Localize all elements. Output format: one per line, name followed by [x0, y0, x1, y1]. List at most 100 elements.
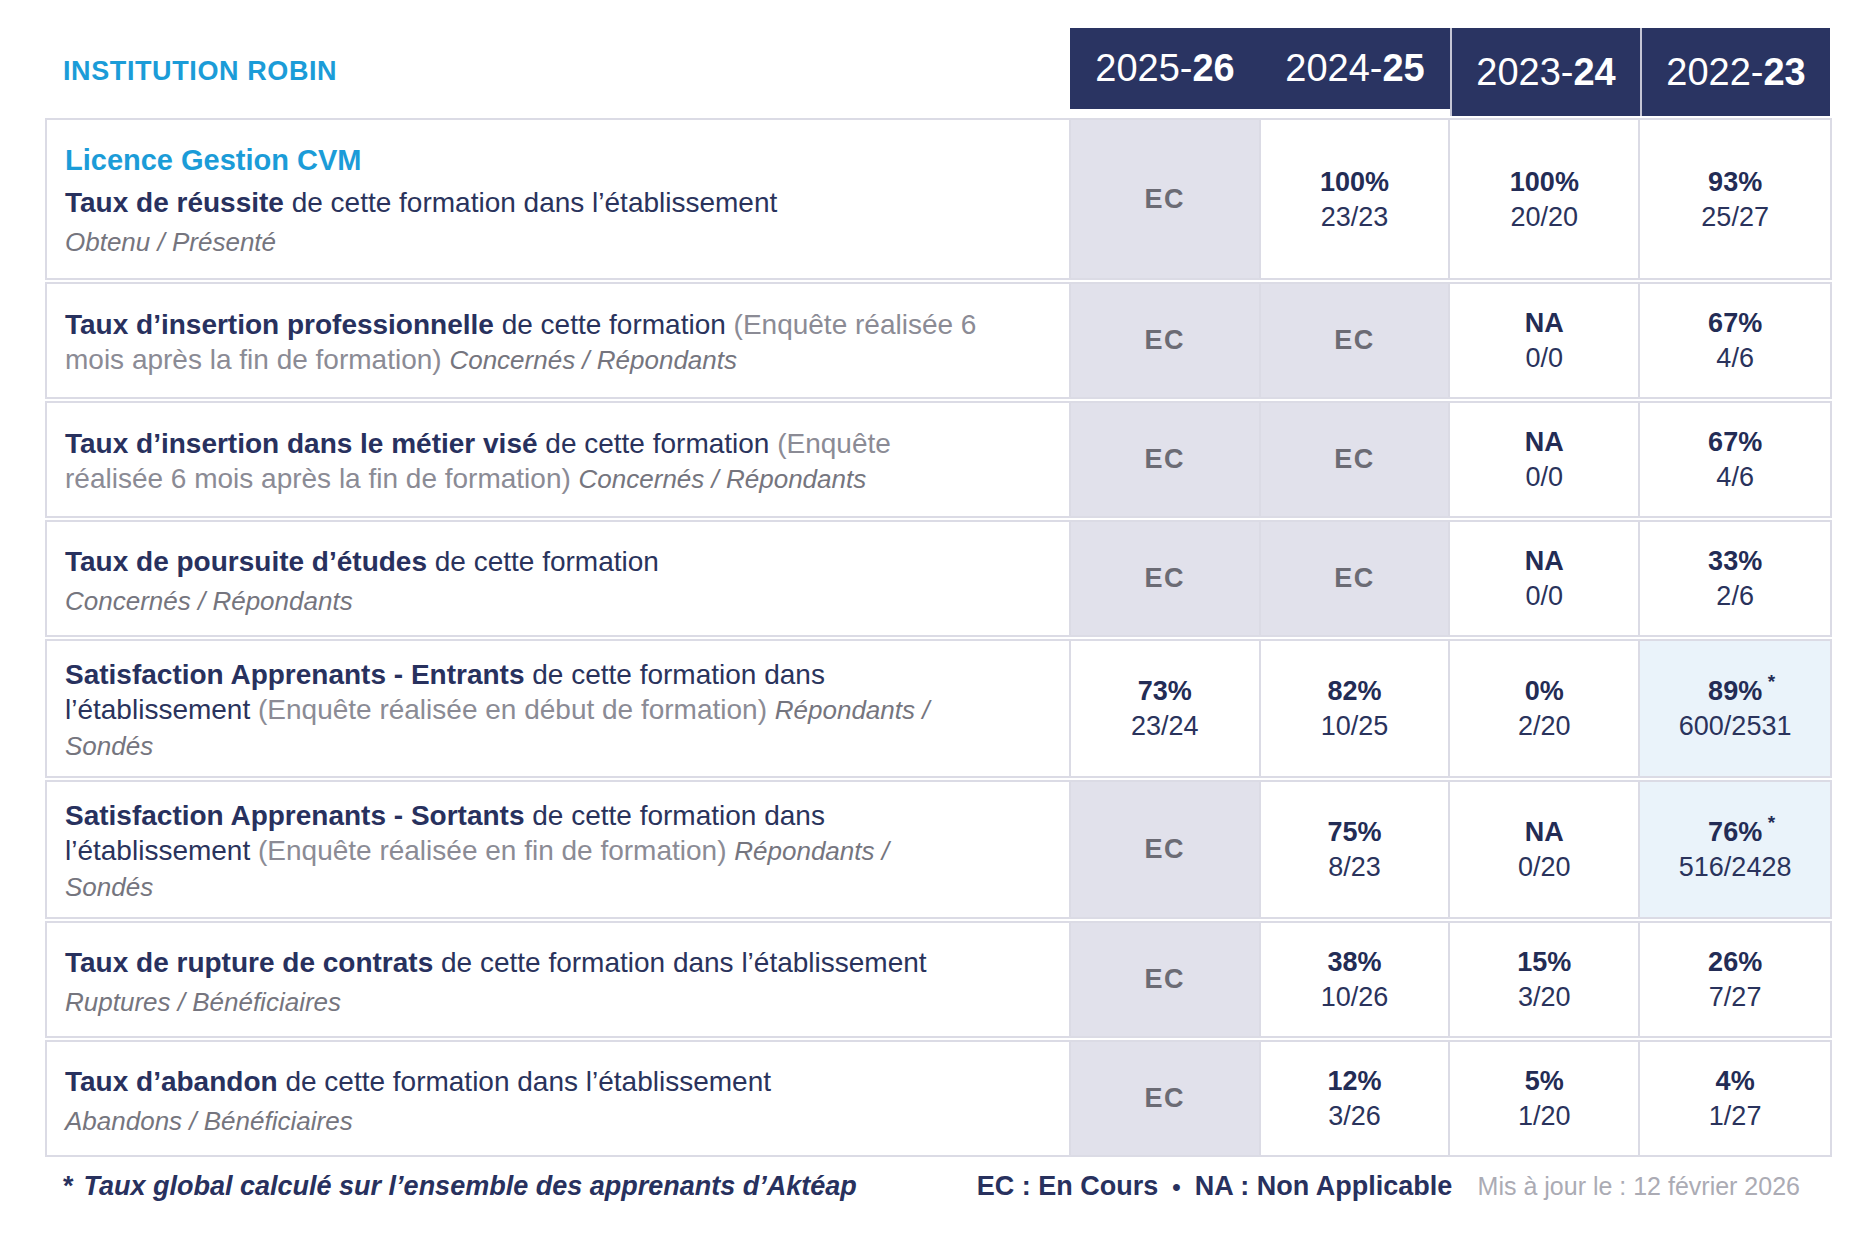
value-detail: 3/26: [1328, 1101, 1381, 1131]
value-detail: 1/27: [1709, 1101, 1762, 1131]
value-main: EC: [1145, 834, 1186, 865]
metric-label: Satisfaction Apprenants - Sortants de ce…: [47, 782, 1071, 917]
value-main: 67%: [1708, 308, 1762, 338]
metric-title: Taux d’insertion dans le métier visé: [65, 428, 538, 459]
value-cell-2022-23: 33%2/6: [1640, 522, 1830, 635]
value-main: EC: [1145, 325, 1186, 356]
metric-sublabel: Obtenu / Présenté: [65, 226, 979, 258]
value-detail: 25/27: [1701, 202, 1769, 232]
value-main: 4%: [1716, 1066, 1755, 1096]
value-main: NA: [1525, 817, 1564, 847]
institution-name: INSTITUTION ROBIN: [45, 56, 337, 87]
metric-sublabel: Concernés / Répondants: [579, 464, 867, 494]
value-cell-2023-24: NA 0/20: [1450, 782, 1640, 917]
metric-label: Satisfaction Apprenants - Entrants de ce…: [47, 641, 1071, 776]
value-detail: 8/23: [1328, 852, 1381, 882]
value-detail: 23/24: [1131, 711, 1199, 741]
value-main: EC: [1334, 444, 1375, 475]
value-cell-2024-25: 100% 23/23: [1261, 120, 1451, 278]
value-detail: 0/0: [1526, 462, 1564, 492]
value-cell-2024-25: 38%10/26: [1261, 923, 1451, 1036]
value-cell-2022-23: 4% 1/27: [1640, 1042, 1830, 1155]
metric-title: Taux de rupture de contrats: [65, 947, 433, 978]
metric-title: Taux de poursuite d’études: [65, 546, 427, 577]
value-main: 15%: [1517, 947, 1571, 977]
value-detail: 0/20: [1518, 852, 1571, 882]
value-cell-2022-23: 89%*600/2531: [1640, 641, 1830, 776]
year-prefix: 2022-: [1666, 51, 1763, 94]
results-sheet: INSTITUTION ROBIN 2025-26 2024-25 2023-2…: [0, 0, 1832, 1250]
metric-row-taux-reussite: Licence Gestion CVM Taux de réussite de …: [45, 118, 1832, 280]
metric-note: (Enquête réalisée en début de formation): [258, 694, 775, 725]
value-detail: 4/6: [1716, 462, 1754, 492]
metric-label: Taux de poursuite d’études de cette form…: [47, 522, 1071, 635]
value-main: 76%*: [1708, 817, 1762, 847]
metric-text: Taux de poursuite d’études de cette form…: [65, 544, 979, 579]
value-main: EC: [1145, 964, 1186, 995]
value-detail: 23/23: [1321, 202, 1389, 232]
value-cell-2022-23: 76%*516/2428: [1640, 782, 1830, 917]
metric-label: Taux d’abandon de cette formation dans l…: [47, 1042, 1071, 1155]
value-main: 100%: [1320, 167, 1389, 197]
metric-desc: de cette formation: [538, 428, 778, 459]
year-header-2024-25: 2024-25: [1260, 28, 1450, 109]
footnote-text: Taux global calculé sur l’ensemble des a…: [84, 1171, 857, 1201]
metric-desc: de cette formation dans l’établissement: [433, 947, 926, 978]
bullet-separator: •: [1172, 1173, 1180, 1200]
year-header-2025-26: 2025-26: [1070, 28, 1260, 109]
value-main: 100%: [1510, 167, 1579, 197]
abbreviation-legend: EC : En Cours•NA : Non Applicable: [977, 1171, 1452, 1202]
value-cell-2023-24: NA 0/0: [1450, 522, 1640, 635]
legend-na: NA : Non Applicable: [1195, 1171, 1453, 1201]
metric-title: Satisfaction Apprenants - Sortants: [65, 800, 524, 831]
year-prefix: 2023-: [1476, 51, 1573, 94]
metric-row-insertion-metier-vise: Taux d’insertion dans le métier visé de …: [45, 401, 1832, 518]
metric-desc: de cette formation dans l’établissement: [284, 187, 777, 218]
value-main: EC: [1334, 563, 1375, 594]
footnote: * Taux global calculé sur l’ensemble des …: [63, 1171, 857, 1202]
value-cell-2023-24: 100% 20/20: [1450, 120, 1640, 278]
last-updated: Mis à jour le : 12 février 2026: [1478, 1172, 1800, 1201]
value-detail: 7/27: [1709, 982, 1762, 1012]
value-cell-2025-26: EC: [1071, 522, 1261, 635]
year-prefix: 2025-: [1095, 47, 1192, 90]
year-suffix: 26: [1192, 47, 1234, 90]
value-main: 93%: [1708, 167, 1762, 197]
metric-text: Taux d’abandon de cette formation dans l…: [65, 1064, 979, 1099]
value-cell-2022-23: 67%4/6: [1640, 403, 1830, 516]
year-header-2023-24: 2023-24: [1450, 28, 1640, 116]
value-main: NA: [1525, 546, 1564, 576]
metric-row-poursuite-etudes: Taux de poursuite d’études de cette form…: [45, 520, 1832, 637]
value-main: EC: [1145, 184, 1186, 215]
value-detail: 0/0: [1526, 581, 1564, 611]
metric-text: Satisfaction Apprenants - Sortants de ce…: [65, 798, 979, 905]
metric-title: Taux de réussite: [65, 187, 284, 218]
year-suffix: 23: [1763, 51, 1805, 94]
footer-legend-row: * Taux global calculé sur l’ensemble des …: [45, 1171, 1832, 1202]
value-cell-2025-26: EC: [1071, 403, 1261, 516]
value-cell-2022-23: 26%7/27: [1640, 923, 1830, 1036]
value-detail: 600/2531: [1679, 711, 1792, 741]
year-prefix: 2024-: [1285, 47, 1382, 90]
value-main: 33%: [1708, 546, 1762, 576]
value-detail: 0/0: [1526, 343, 1564, 373]
value-cell-2025-26: EC: [1071, 284, 1261, 397]
year-header-2022-23: 2022-23: [1640, 28, 1830, 116]
metric-row-insertion-professionnelle: Taux d’insertion professionnelle de cett…: [45, 282, 1832, 399]
value-cell-2025-26: EC: [1071, 120, 1261, 278]
metric-label: Taux d’insertion professionnelle de cett…: [47, 284, 1071, 397]
value-cell-2024-25: EC: [1261, 522, 1451, 635]
footnote-marker: *: [1768, 667, 1775, 697]
value-main: 75%: [1328, 817, 1382, 847]
metric-text: Taux d’insertion professionnelle de cett…: [65, 307, 979, 378]
value-detail: 1/20: [1518, 1101, 1571, 1131]
value-detail: 20/20: [1511, 202, 1579, 232]
value-cell-2023-24: 0%2/20: [1450, 641, 1640, 776]
year-columns: 2025-26 2024-25 2023-24 2022-23: [1070, 28, 1830, 116]
value-detail: 4/6: [1716, 343, 1754, 373]
value-detail: 10/26: [1321, 982, 1389, 1012]
institution-cell: INSTITUTION ROBIN: [45, 28, 1070, 114]
footnote-marker: *: [63, 1171, 74, 1201]
metric-sublabel: Abandons / Bénéficiaires: [65, 1105, 979, 1137]
year-suffix: 24: [1573, 51, 1615, 94]
